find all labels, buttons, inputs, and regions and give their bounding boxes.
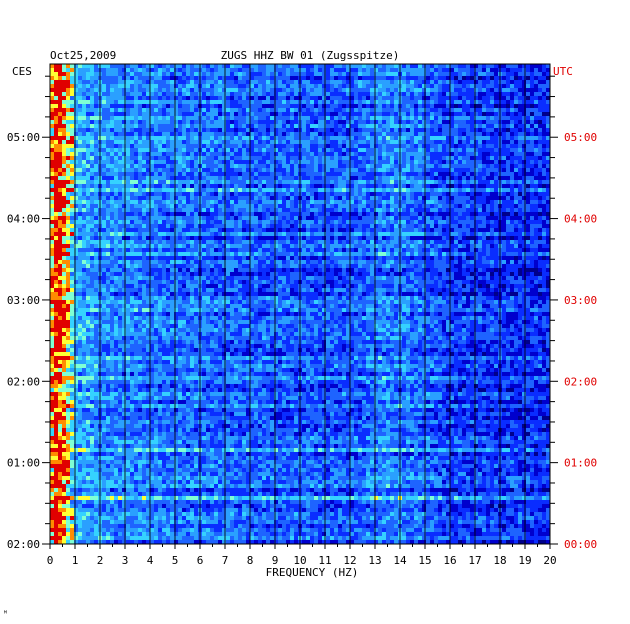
left-time-axis: 05:00 04:00 03:00 02:00 01:00 02:00	[7, 76, 50, 551]
right-time-axis: 05:00 04:00 03:00 02:00 01:00 00:00	[550, 76, 597, 551]
right-tick-label: 05:00	[564, 131, 597, 144]
x-tick-label: 2	[97, 554, 104, 567]
x-axis: 0 1 2 3 4 5 6 7 8 9 10 11 12 13 14 15 16 17 18 19 20	[47, 544, 557, 567]
x-tick-label: 3	[122, 554, 129, 567]
x-tick-label: 15	[418, 554, 431, 567]
right-axis-zone-label: UTC	[553, 65, 573, 78]
x-tick-label: 1	[72, 554, 79, 567]
x-tick-label: 0	[47, 554, 54, 567]
x-tick-label: 16	[443, 554, 456, 567]
right-tick-label: 04:00	[564, 213, 597, 226]
left-tick-label: 02:00	[7, 538, 40, 551]
left-axis-zone-label: CES	[12, 65, 32, 78]
x-tick-label: 20	[543, 554, 556, 567]
spectrogram-grid	[50, 64, 550, 544]
x-tick-label: 4	[147, 554, 154, 567]
left-tick-label: 03:00	[7, 294, 40, 307]
chart-title: ZUGS HHZ BW 01 (Zugsspitze)	[221, 49, 400, 62]
x-tick-label: 13	[368, 554, 381, 567]
left-tick-label: 05:00	[7, 131, 40, 144]
left-tick-label: 02:00	[7, 375, 40, 388]
right-tick-label: 01:00	[564, 457, 597, 470]
x-tick-label: 6	[197, 554, 204, 567]
left-tick-label: 04:00	[7, 213, 40, 226]
left-tick-label: 01:00	[7, 457, 40, 470]
x-tick-label: 14	[393, 554, 407, 567]
chart-date: Oct25,2009	[50, 49, 116, 62]
x-tick-label: 17	[468, 554, 481, 567]
x-tick-label: 5	[172, 554, 179, 567]
right-tick-label: 00:00	[564, 538, 597, 551]
x-tick-label: 18	[493, 554, 506, 567]
footer-mark: ᴹ	[3, 609, 8, 618]
x-axis-label: FREQUENCY (HZ)	[266, 566, 359, 579]
x-tick-label: 19	[518, 554, 531, 567]
x-tick-label: 8	[247, 554, 254, 567]
right-tick-label: 02:00	[564, 375, 597, 388]
x-tick-label: 7	[222, 554, 229, 567]
right-tick-label: 03:00	[564, 294, 597, 307]
